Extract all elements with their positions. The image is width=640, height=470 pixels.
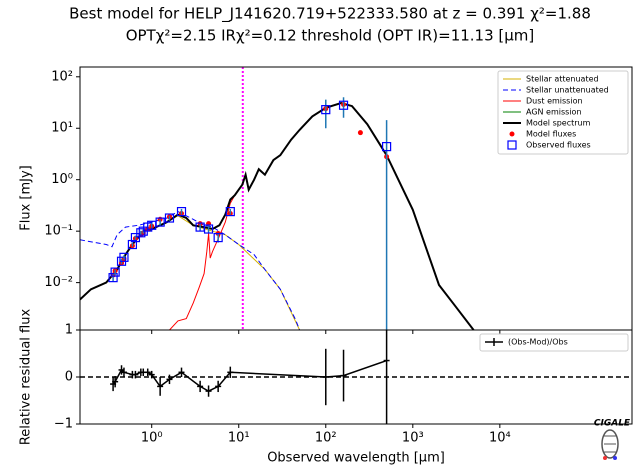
legend-label: Observed fluxes <box>526 141 591 150</box>
axes-frame <box>79 329 633 425</box>
y-tick-label: 10² <box>51 69 73 84</box>
observed-flux <box>321 105 331 115</box>
y-tick-label: 10⁰ <box>51 172 73 187</box>
x-tick-label: 10¹ <box>228 431 250 446</box>
series-line <box>80 211 301 330</box>
observed-flux <box>136 228 146 238</box>
x-tick-label: 10⁰ <box>141 431 163 446</box>
observed-flux <box>108 273 118 283</box>
logo: CIGALE <box>594 419 631 429</box>
legend-label: Model spectrum <box>526 119 591 128</box>
legend-label: Stellar attenuated <box>526 75 599 84</box>
legend-label: Stellar unattenuated <box>526 86 609 95</box>
series-line <box>169 102 474 330</box>
y-axis-label: Relative residual flux <box>19 309 34 446</box>
series-line <box>80 101 475 330</box>
x-tick-label: 10² <box>315 431 337 446</box>
observed-flux <box>130 232 141 243</box>
legend-label: AGN emission <box>526 108 582 117</box>
observed-flux <box>127 239 137 250</box>
x-axis-label: Observed wavelength [μm] <box>267 451 445 466</box>
plot-area <box>80 67 475 330</box>
legend-label: Model fluxes <box>526 130 576 139</box>
observed-flux <box>110 267 120 277</box>
legend-box <box>479 333 629 352</box>
observed-flux <box>225 206 235 217</box>
legend-box <box>497 70 629 155</box>
observed-flux <box>164 213 175 223</box>
model-flux <box>357 130 363 136</box>
y-tick-label: 10⁻¹ <box>44 224 73 239</box>
y-axis-label: Flux [mJy] <box>19 165 34 231</box>
legend-swatch <box>507 140 517 150</box>
observed-flux <box>203 224 214 234</box>
legend-label: Dust emission <box>526 97 583 106</box>
x-tick-label: 10³ <box>402 431 424 446</box>
observed-flux <box>338 100 349 110</box>
y-tick-label: 1 <box>65 323 73 338</box>
x-tick-label: 10⁴ <box>489 431 511 446</box>
logo-icon <box>601 429 619 460</box>
chart-title: Best model for HELP_J141620.719+522333.5… <box>69 5 591 24</box>
legend-swatch <box>509 131 515 137</box>
plot-area <box>80 330 632 424</box>
y-tick-label: 10⁻² <box>44 275 73 290</box>
y-tick-label: −1 <box>54 417 73 432</box>
observed-flux <box>213 232 223 243</box>
observed-flux <box>382 141 392 152</box>
observed-flux <box>176 206 187 217</box>
legend-label: (Obs-Mod)/Obs <box>508 338 568 347</box>
chart-subtitle: OPTχ²=2.15 IRχ²=0.12 threshold (OPT IR)=… <box>126 27 535 45</box>
observed-flux <box>155 217 165 227</box>
y-tick-label: 10¹ <box>51 121 73 136</box>
observed-flux <box>119 252 129 262</box>
y-tick-label: 0 <box>65 370 73 385</box>
axes: 10⁻² 10⁻¹ 10⁰ 10¹ 10² Stellar attenuated Stell… <box>44 69 629 446</box>
